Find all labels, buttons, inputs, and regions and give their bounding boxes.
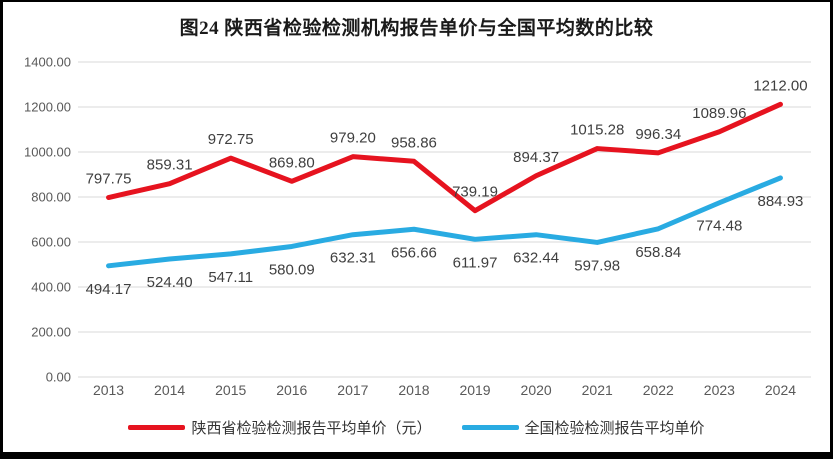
data-label-series0: 739.19 [452, 184, 498, 201]
y-axis-tick-label: 1400.00 [24, 55, 71, 70]
legend-item-national: 全国检验检测报告平均单价 [461, 417, 705, 438]
data-label-series0: 1212.00 [753, 77, 807, 94]
x-axis-tick-label: 2021 [582, 382, 613, 398]
data-label-series1: 632.31 [330, 250, 376, 267]
x-axis-tick-label: 2015 [215, 382, 246, 398]
data-label-series1: 597.98 [574, 257, 620, 274]
data-label-series1: 632.44 [513, 250, 559, 267]
legend-line-red-icon [128, 425, 186, 430]
x-axis-tick-label: 2022 [643, 382, 674, 398]
data-label-series0: 797.75 [86, 171, 132, 188]
series-line-0 [106, 101, 783, 214]
x-axis-tick-label: 2014 [154, 382, 185, 398]
legend-label-national: 全国检验检测报告平均单价 [524, 420, 705, 437]
data-label-series1: 580.09 [269, 261, 315, 278]
line-chart-canvas: 0.00 200.00 400.00 600.00 800.00 1000.00 1200.… [24, 55, 811, 398]
x-axis-tick-label: 2019 [459, 382, 490, 398]
data-label-series0: 1015.28 [570, 122, 624, 139]
y-axis-tick-label: 800.00 [31, 190, 71, 205]
series-line-1 [106, 175, 783, 269]
data-label-series1: 547.11 [208, 269, 253, 286]
y-axis-tick-label: 1200.00 [24, 100, 71, 115]
chart-legend: 陕西省检验检测报告平均单价（元） 全国检验检测报告平均单价 [3, 417, 830, 438]
data-label-series0: 972.75 [208, 131, 254, 148]
data-label-series0: 1089.96 [692, 105, 746, 122]
y-axis-tick-label: 1000.00 [24, 145, 71, 160]
y-axis-tick-label: 600.00 [31, 235, 71, 250]
data-label-series0: 859.31 [147, 157, 193, 174]
legend-item-shaanxi: 陕西省检验检测报告平均单价（元） [128, 417, 432, 438]
data-label-series0: 996.34 [635, 126, 681, 143]
data-label-series1: 611.97 [453, 254, 498, 271]
x-axis-tick-label: 2017 [337, 382, 368, 398]
x-axis-tick-label: 2018 [398, 382, 429, 398]
data-label-series1: 656.66 [391, 244, 437, 261]
x-axis-tick-label: 2024 [765, 382, 796, 398]
x-axis-tick-label: 2016 [276, 382, 307, 398]
data-label-series1: 774.48 [696, 218, 742, 235]
x-axis-tick-label: 2013 [93, 382, 124, 398]
data-label-series1: 658.84 [635, 244, 681, 261]
x-axis-tick-label: 2023 [704, 382, 735, 398]
chart-title: 图24 陕西省检验检测机构报告单价与全国平均数的比较 [179, 18, 654, 39]
x-axis-tick-label: 2020 [521, 382, 552, 398]
data-label-series0: 958.86 [391, 134, 437, 151]
legend-line-blue-icon [461, 425, 519, 430]
data-label-series0: 894.37 [513, 149, 559, 166]
data-label-series0: 869.80 [269, 154, 315, 171]
y-axis-tick-label: 200.00 [31, 325, 71, 340]
data-label-series1: 494.17 [86, 281, 132, 298]
legend-label-shaanxi: 陕西省检验检测报告平均单价（元） [191, 420, 432, 437]
data-label-series1: 884.93 [758, 193, 804, 210]
y-axis-tick-label: 0.00 [46, 370, 71, 385]
data-label-series1: 524.40 [147, 274, 193, 291]
data-label-series0: 979.20 [330, 130, 376, 147]
y-axis-tick-label: 400.00 [31, 280, 71, 295]
